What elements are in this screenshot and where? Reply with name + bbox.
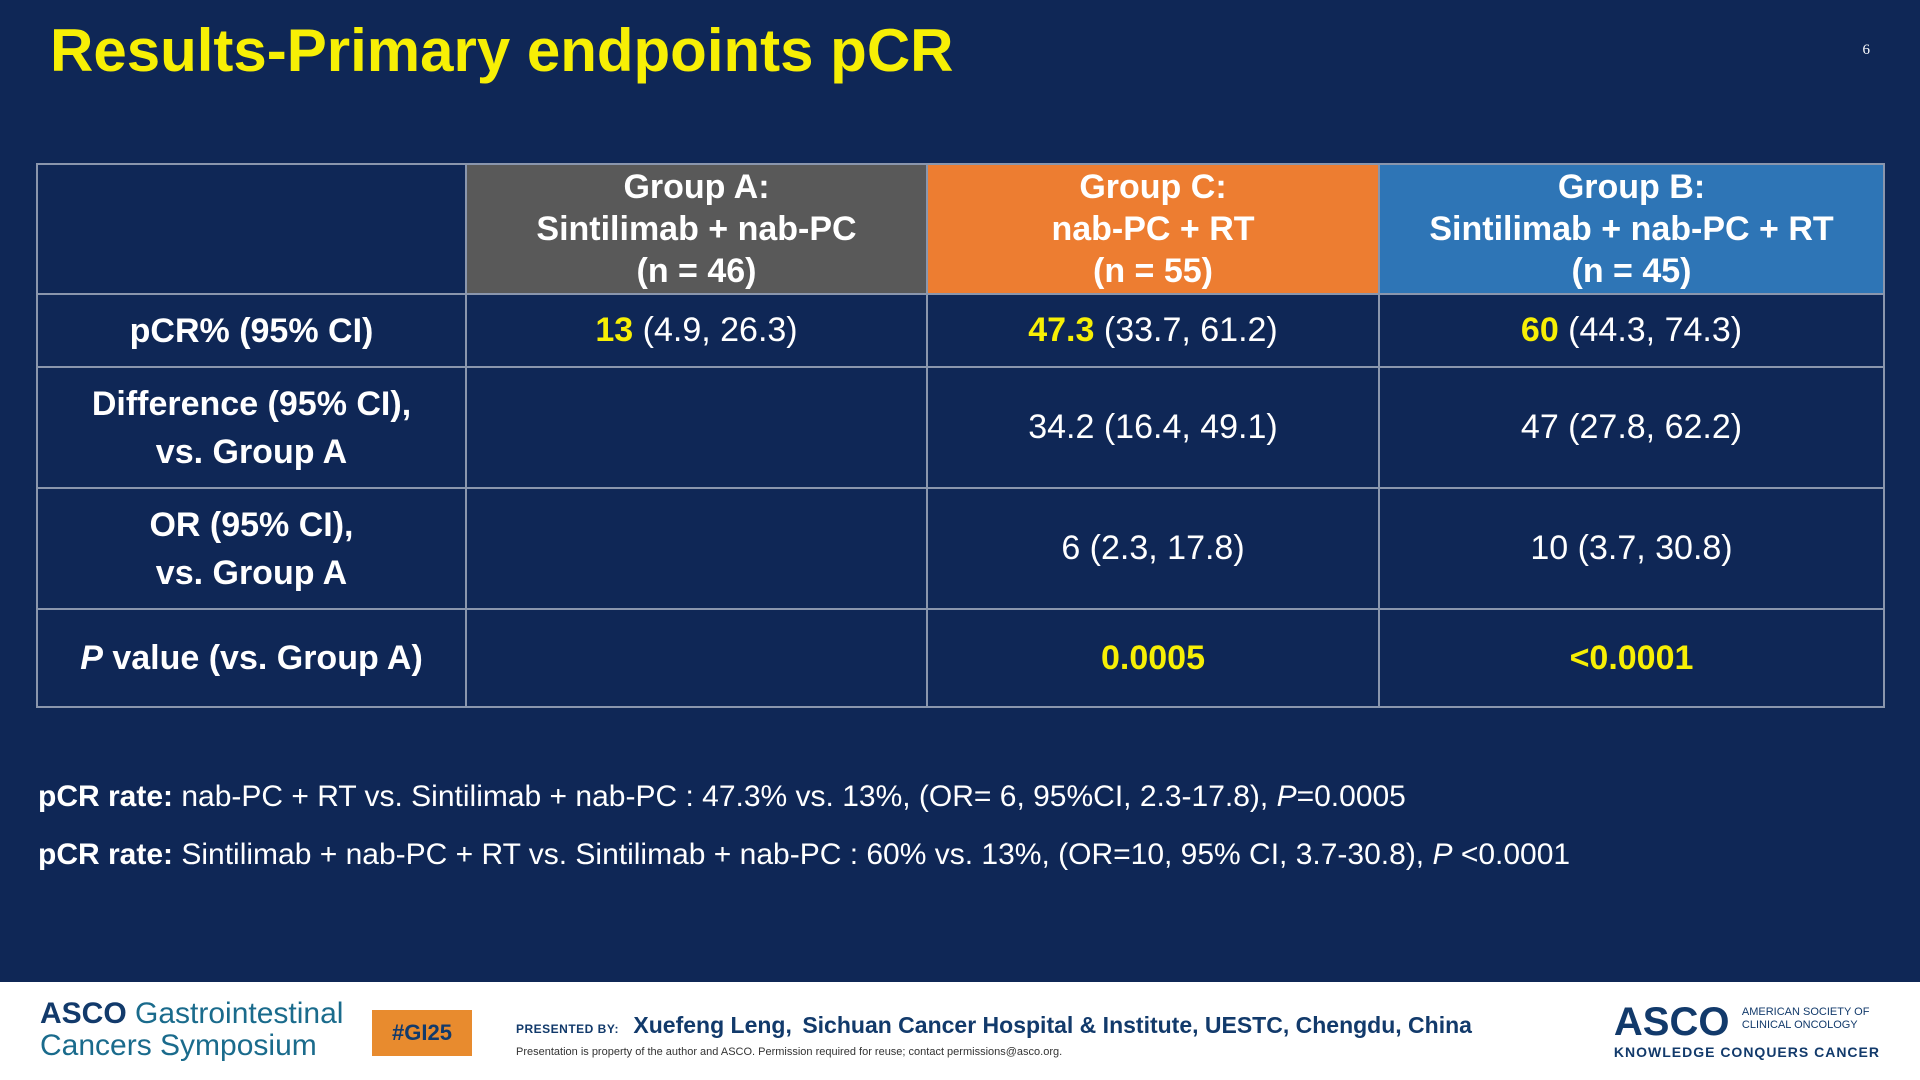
gi-symposium-logo: ASCO Gastrointestinal Cancers Symposium xyxy=(40,998,343,1062)
row-label-pvalue: P value (vs. Group A) xyxy=(36,608,467,708)
cell-pvalue-group-a xyxy=(465,608,928,708)
cell-pcr-group-c: 47.3 (33.7, 61.2) xyxy=(926,293,1380,368)
summary-notes: pCR rate: nab-PC + RT vs. Sintilimab + n… xyxy=(38,768,1570,884)
header-group-c-n: (n = 55) xyxy=(1093,252,1213,290)
gi-logo-asco: ASCO xyxy=(40,997,127,1030)
slide: Results-Primary endpoints pCR 6 Group A:… xyxy=(36,17,1885,884)
header-empty-cell xyxy=(36,163,467,295)
header-group-a-treatment: Sintilimab + nab-PC xyxy=(536,210,857,248)
header-group-c: Group C: nab-PC + RT (n = 55) xyxy=(926,163,1380,295)
results-table: Group A: Sintilimab + nab-PC (n = 46) Gr… xyxy=(36,163,1885,708)
table-row-or: OR (95% CI), vs. Group A 6 (2.3, 17.8) 1… xyxy=(36,487,1885,610)
header-group-a: Group A: Sintilimab + nab-PC (n = 46) xyxy=(465,163,928,295)
cell-pcr-group-a: 13 (4.9, 26.3) xyxy=(465,293,928,368)
header-group-b: Group B: Sintilimab + nab-PC + RT (n = 4… xyxy=(1378,163,1885,295)
header-group-b-treatment: Sintilimab + nab-PC + RT xyxy=(1429,210,1834,248)
cell-pvalue-group-b: <0.0001 xyxy=(1378,608,1885,708)
row-label-or-line1: OR (95% CI), xyxy=(149,505,354,544)
note-line: pCR rate: Sintilimab + nab-PC + RT vs. S… xyxy=(38,826,1570,884)
pvalue-label-p: P xyxy=(80,639,103,677)
cell-or-group-a xyxy=(465,487,928,610)
header-group-b-n: (n = 45) xyxy=(1571,252,1692,290)
row-label-difference-line1: Difference (95% CI), xyxy=(91,384,412,423)
gi-logo-line1: Gastrointestinal xyxy=(126,997,344,1030)
table-row-pcr: pCR% (95% CI) 13 (4.9, 26.3) 47.3 (33.7,… xyxy=(36,293,1885,368)
note-label: pCR rate: xyxy=(38,780,174,813)
hashtag-badge: #GI25 xyxy=(372,1010,472,1056)
row-label-pcr: pCR% (95% CI) xyxy=(36,293,467,368)
note-p-italic: P xyxy=(1276,780,1297,813)
pcr-value-group-c: 47.3 xyxy=(1028,311,1095,349)
header-group-a-n: (n = 46) xyxy=(636,252,757,290)
row-label-or-line2: vs. Group A xyxy=(155,553,348,592)
header-group-a-title: Group A: xyxy=(623,168,770,206)
cell-or-group-c: 6 (2.3, 17.8) xyxy=(926,487,1380,610)
row-label-difference: Difference (95% CI), vs. Group A xyxy=(36,366,467,489)
presenter-info: PRESENTED BY: Xuefeng Leng, Sichuan Canc… xyxy=(516,1012,1472,1039)
page-number: 6 xyxy=(1862,42,1871,58)
table-header-row: Group A: Sintilimab + nab-PC (n = 46) Gr… xyxy=(36,163,1885,295)
gi-logo-line2: Cancers Symposium xyxy=(40,1029,317,1062)
presented-by-label: PRESENTED BY: xyxy=(516,1022,619,1036)
cell-or-group-b: 10 (3.7, 30.8) xyxy=(1378,487,1885,610)
row-label-difference-line2: vs. Group A xyxy=(155,432,348,471)
cell-difference-group-b: 47 (27.8, 62.2) xyxy=(1378,366,1885,489)
asco-logo: ASCO AMERICAN SOCIETY OF CLINICAL ONCOLO… xyxy=(1614,1002,1880,1060)
pcr-ci-group-b: (44.3, 74.3) xyxy=(1558,311,1743,349)
footer: ASCO Gastrointestinal Cancers Symposium … xyxy=(0,982,1920,1080)
presenter-affiliation: Sichuan Cancer Hospital & Institute, UES… xyxy=(802,1012,1472,1038)
pcr-ci-group-c: (33.7, 61.2) xyxy=(1094,311,1278,349)
note-text: Sintilimab + nab-PC + RT vs. Sintilimab … xyxy=(173,838,1433,871)
note-line: pCR rate: nab-PC + RT vs. Sintilimab + n… xyxy=(38,768,1570,826)
pcr-value-group-a: 13 xyxy=(595,311,634,349)
note-p-italic: P xyxy=(1432,838,1453,871)
cell-difference-group-c: 34.2 (16.4, 49.1) xyxy=(926,366,1380,489)
cell-difference-group-a xyxy=(465,366,928,489)
header-group-c-title: Group C: xyxy=(1079,168,1227,206)
cell-pvalue-group-c: 0.0005 xyxy=(926,608,1380,708)
pvalue-label-rest: value (vs. Group A) xyxy=(102,639,423,677)
header-group-b-title: Group B: xyxy=(1557,168,1706,206)
note-text: nab-PC + RT vs. Sintilimab + nab-PC : 47… xyxy=(173,780,1277,813)
asco-society-name: AMERICAN SOCIETY OF CLINICAL ONCOLOGY xyxy=(1742,1006,1870,1032)
asco-logo-text: ASCO xyxy=(1613,1000,1730,1044)
asco-society-line2: CLINICAL ONCOLOGY xyxy=(1741,1019,1858,1031)
pcr-ci-group-a: (4.9, 26.3) xyxy=(633,311,798,349)
cell-pcr-group-b: 60 (44.3, 74.3) xyxy=(1378,293,1885,368)
header-group-c-treatment: nab-PC + RT xyxy=(1051,210,1255,248)
table-row-difference: Difference (95% CI), vs. Group A 34.2 (1… xyxy=(36,366,1885,489)
note-label: pCR rate: xyxy=(38,838,174,871)
pcr-value-group-b: 60 xyxy=(1520,311,1559,349)
asco-tagline: KNOWLEDGE CONQUERS CANCER xyxy=(1613,1044,1880,1060)
table-row-pvalue: P value (vs. Group A) 0.0005 <0.0001 xyxy=(36,608,1885,708)
presenter-name: Xuefeng Leng, xyxy=(633,1012,792,1038)
note-p-value: <0.0001 xyxy=(1452,838,1571,871)
slide-title: Results-Primary endpoints pCR xyxy=(50,17,954,84)
disclaimer: Presentation is property of the author a… xyxy=(516,1046,1063,1058)
row-label-or: OR (95% CI), vs. Group A xyxy=(36,487,467,610)
asco-society-line1: AMERICAN SOCIETY OF xyxy=(1741,1006,1870,1018)
note-p-value: =0.0005 xyxy=(1296,780,1406,813)
